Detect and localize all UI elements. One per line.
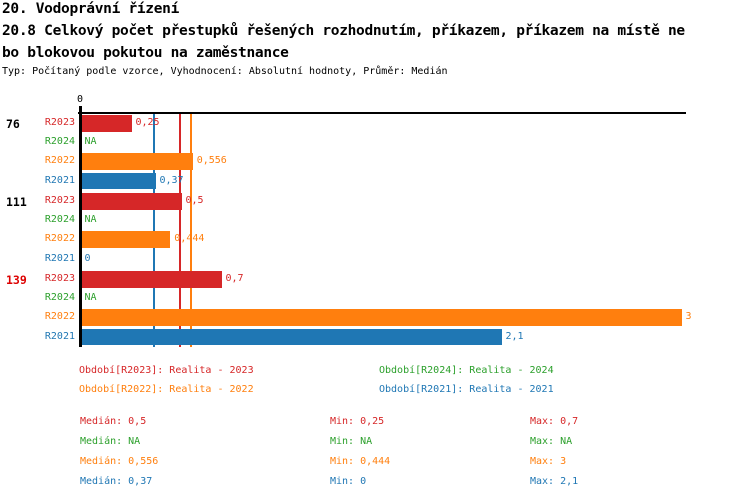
median-line-r2021: [153, 112, 155, 347]
bar-r2022: [81, 153, 193, 170]
stat-min-r2021: Min: 0: [330, 476, 367, 487]
row-label-r2023: R2023: [44, 117, 75, 128]
x-axis-line: [78, 112, 686, 114]
bar-value-label: 0,444: [174, 233, 205, 245]
row-label-r2021: R2021: [44, 252, 75, 264]
stat-median-r2022: Medián: 0,556: [80, 456, 159, 467]
bar-value-label: NA: [84, 136, 97, 148]
stat-min-r2022: Min: 0,444: [330, 456, 391, 467]
bar-r2022: [81, 309, 682, 326]
stat-max-r2022: Max: 3: [530, 456, 567, 467]
legend-item-r2022: Období[R2022]: Realita - 2022: [79, 384, 254, 395]
stat-median-r2023: Medián: 0,5: [80, 416, 147, 427]
bar-value-label: 0,7: [225, 273, 244, 284]
stat-median-r2024: Medián: NA: [80, 436, 141, 447]
bar-value-label: 0,556: [196, 155, 227, 167]
median-line-r2023: [179, 112, 181, 347]
chart-title-line2: bo blokovou pokutou na zaměstnance: [2, 45, 289, 61]
bar-value-label: 3: [685, 311, 692, 323]
group-label-76: 76: [6, 117, 20, 131]
row-label-r2024: R2024: [44, 214, 75, 226]
bar-value-label: NA: [84, 214, 97, 226]
row-label-r2021: R2021: [44, 330, 75, 342]
legend-item-r2021: Období[R2021]: Realita - 2021: [379, 384, 554, 395]
bar-r2023: [81, 271, 222, 288]
row-label-r2024: R2024: [44, 136, 75, 148]
page-title: 20. Vodoprávní řízení: [2, 1, 180, 17]
bar-value-label: 0,37: [159, 174, 184, 186]
stat-max-r2023: Max: 0,7: [530, 416, 579, 427]
bar-r2022: [81, 231, 171, 248]
row-label-r2022: R2022: [44, 155, 75, 167]
bar-value-label: 0,5: [185, 195, 204, 206]
bar-value-label: NA: [84, 292, 97, 304]
group-label-139: 139: [6, 273, 27, 287]
y-axis-line: [78, 106, 82, 347]
stat-min-r2023: Min: 0,25: [330, 416, 385, 427]
group-label-111: 111: [6, 195, 27, 209]
bar-value-label: 2,1: [505, 330, 524, 342]
row-label-r2024: R2024: [44, 292, 75, 304]
stat-median-r2021: Medián: 0,37: [80, 476, 153, 487]
legend-item-r2023: Období[R2023]: Realita - 2023: [79, 365, 254, 376]
row-label-r2023: R2023: [44, 195, 75, 206]
row-label-r2021: R2021: [44, 174, 75, 186]
axis-origin-label: 0: [76, 94, 84, 105]
chart-title-line1: 20.8 Celkový počet přestupků řešených ro…: [2, 23, 685, 39]
bar-r2023: [81, 115, 132, 132]
bar-r2023: [81, 193, 182, 210]
stat-max-r2021: Max: 2,1: [530, 476, 579, 487]
row-label-r2022: R2022: [44, 311, 75, 323]
legend-item-r2024: Období[R2024]: Realita - 2024: [379, 365, 554, 376]
stat-max-r2024: Max: NA: [530, 436, 573, 447]
median-line-r2022: [190, 112, 193, 347]
bar-value-label: 0,25: [135, 117, 160, 128]
bar-r2021: [81, 172, 156, 190]
stat-min-r2024: Min: NA: [330, 436, 373, 447]
row-label-r2023: R2023: [44, 273, 75, 284]
row-label-r2022: R2022: [44, 233, 75, 245]
bar-r2021: [81, 328, 502, 346]
bar-value-label: 0: [84, 252, 91, 264]
chart-meta-info: Typ: Počítaný podle vzorce, Vyhodnocení:…: [2, 66, 448, 77]
